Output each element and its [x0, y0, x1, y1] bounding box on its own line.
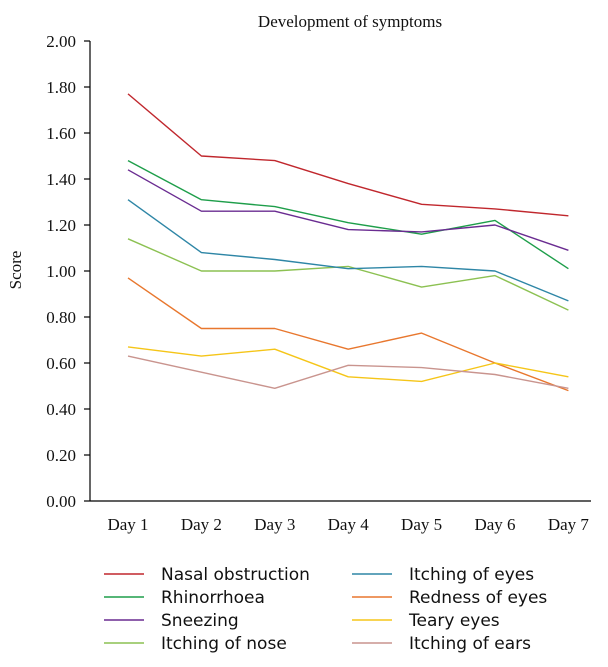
legend-label: Sneezing: [161, 611, 239, 631]
chart-title: Development of symptoms: [258, 12, 442, 31]
legend-label: Nasal obstruction: [161, 565, 310, 585]
y-axis-ticks: 0.00 0.20 0.40 0.60 0.80 1.00 1.20 1.40 1.60 1.80…: [46, 32, 90, 511]
x-axis-ticks: Day 1 Day 2 Day 3 Day 4 Day 5 Day 6 Day 7: [107, 515, 589, 534]
y-tick-label: 0.00: [46, 492, 76, 511]
legend-label: Itching of nose: [161, 634, 287, 654]
y-axis-label: Score: [6, 251, 25, 290]
y-tick-label: 0.40: [46, 400, 76, 419]
series-lines: [127, 93, 569, 392]
legend-label: Redness of eyes: [409, 588, 547, 608]
x-tick-label: Day 1: [107, 515, 148, 534]
x-tick-label: Day 2: [181, 515, 222, 534]
series-line-sneezing: [127, 169, 569, 251]
y-tick-label: 0.60: [46, 354, 76, 373]
series-line-itching-of-nose: [127, 238, 569, 311]
y-tick-label: 1.40: [46, 170, 76, 189]
y-tick-label: 0.80: [46, 308, 76, 327]
series-line-rhinorrhoea: [127, 159, 569, 270]
series-line-itching-of-ears: [127, 355, 569, 389]
x-tick-label: Day 3: [254, 515, 295, 534]
x-tick-label: Day 4: [328, 515, 370, 534]
x-tick-label: Day 6: [474, 515, 515, 534]
legend-label: Itching of eyes: [409, 565, 534, 585]
x-tick-label: Day 5: [401, 515, 442, 534]
y-tick-label: 1.20: [46, 216, 76, 235]
y-tick-label: 0.20: [46, 446, 76, 465]
legend: Nasal obstruction Rhinorrhoea Sneezing Itch…: [104, 565, 547, 654]
legend-label: Rhinorrhoea: [161, 588, 265, 608]
series-line-teary-eyes: [127, 346, 569, 383]
y-tick-label: 1.60: [46, 124, 76, 143]
y-tick-label: 1.00: [46, 262, 76, 281]
series-line-redness-of-eyes: [127, 277, 569, 392]
legend-label: Teary eyes: [408, 611, 500, 631]
y-tick-label: 2.00: [46, 32, 76, 51]
legend-label: Itching of ears: [409, 634, 531, 654]
y-tick-label: 1.80: [46, 78, 76, 97]
series-line-itching-of-eyes: [127, 199, 569, 302]
series-line-nasal-obstruction: [127, 93, 569, 217]
x-tick-label: Day 7: [548, 515, 590, 534]
